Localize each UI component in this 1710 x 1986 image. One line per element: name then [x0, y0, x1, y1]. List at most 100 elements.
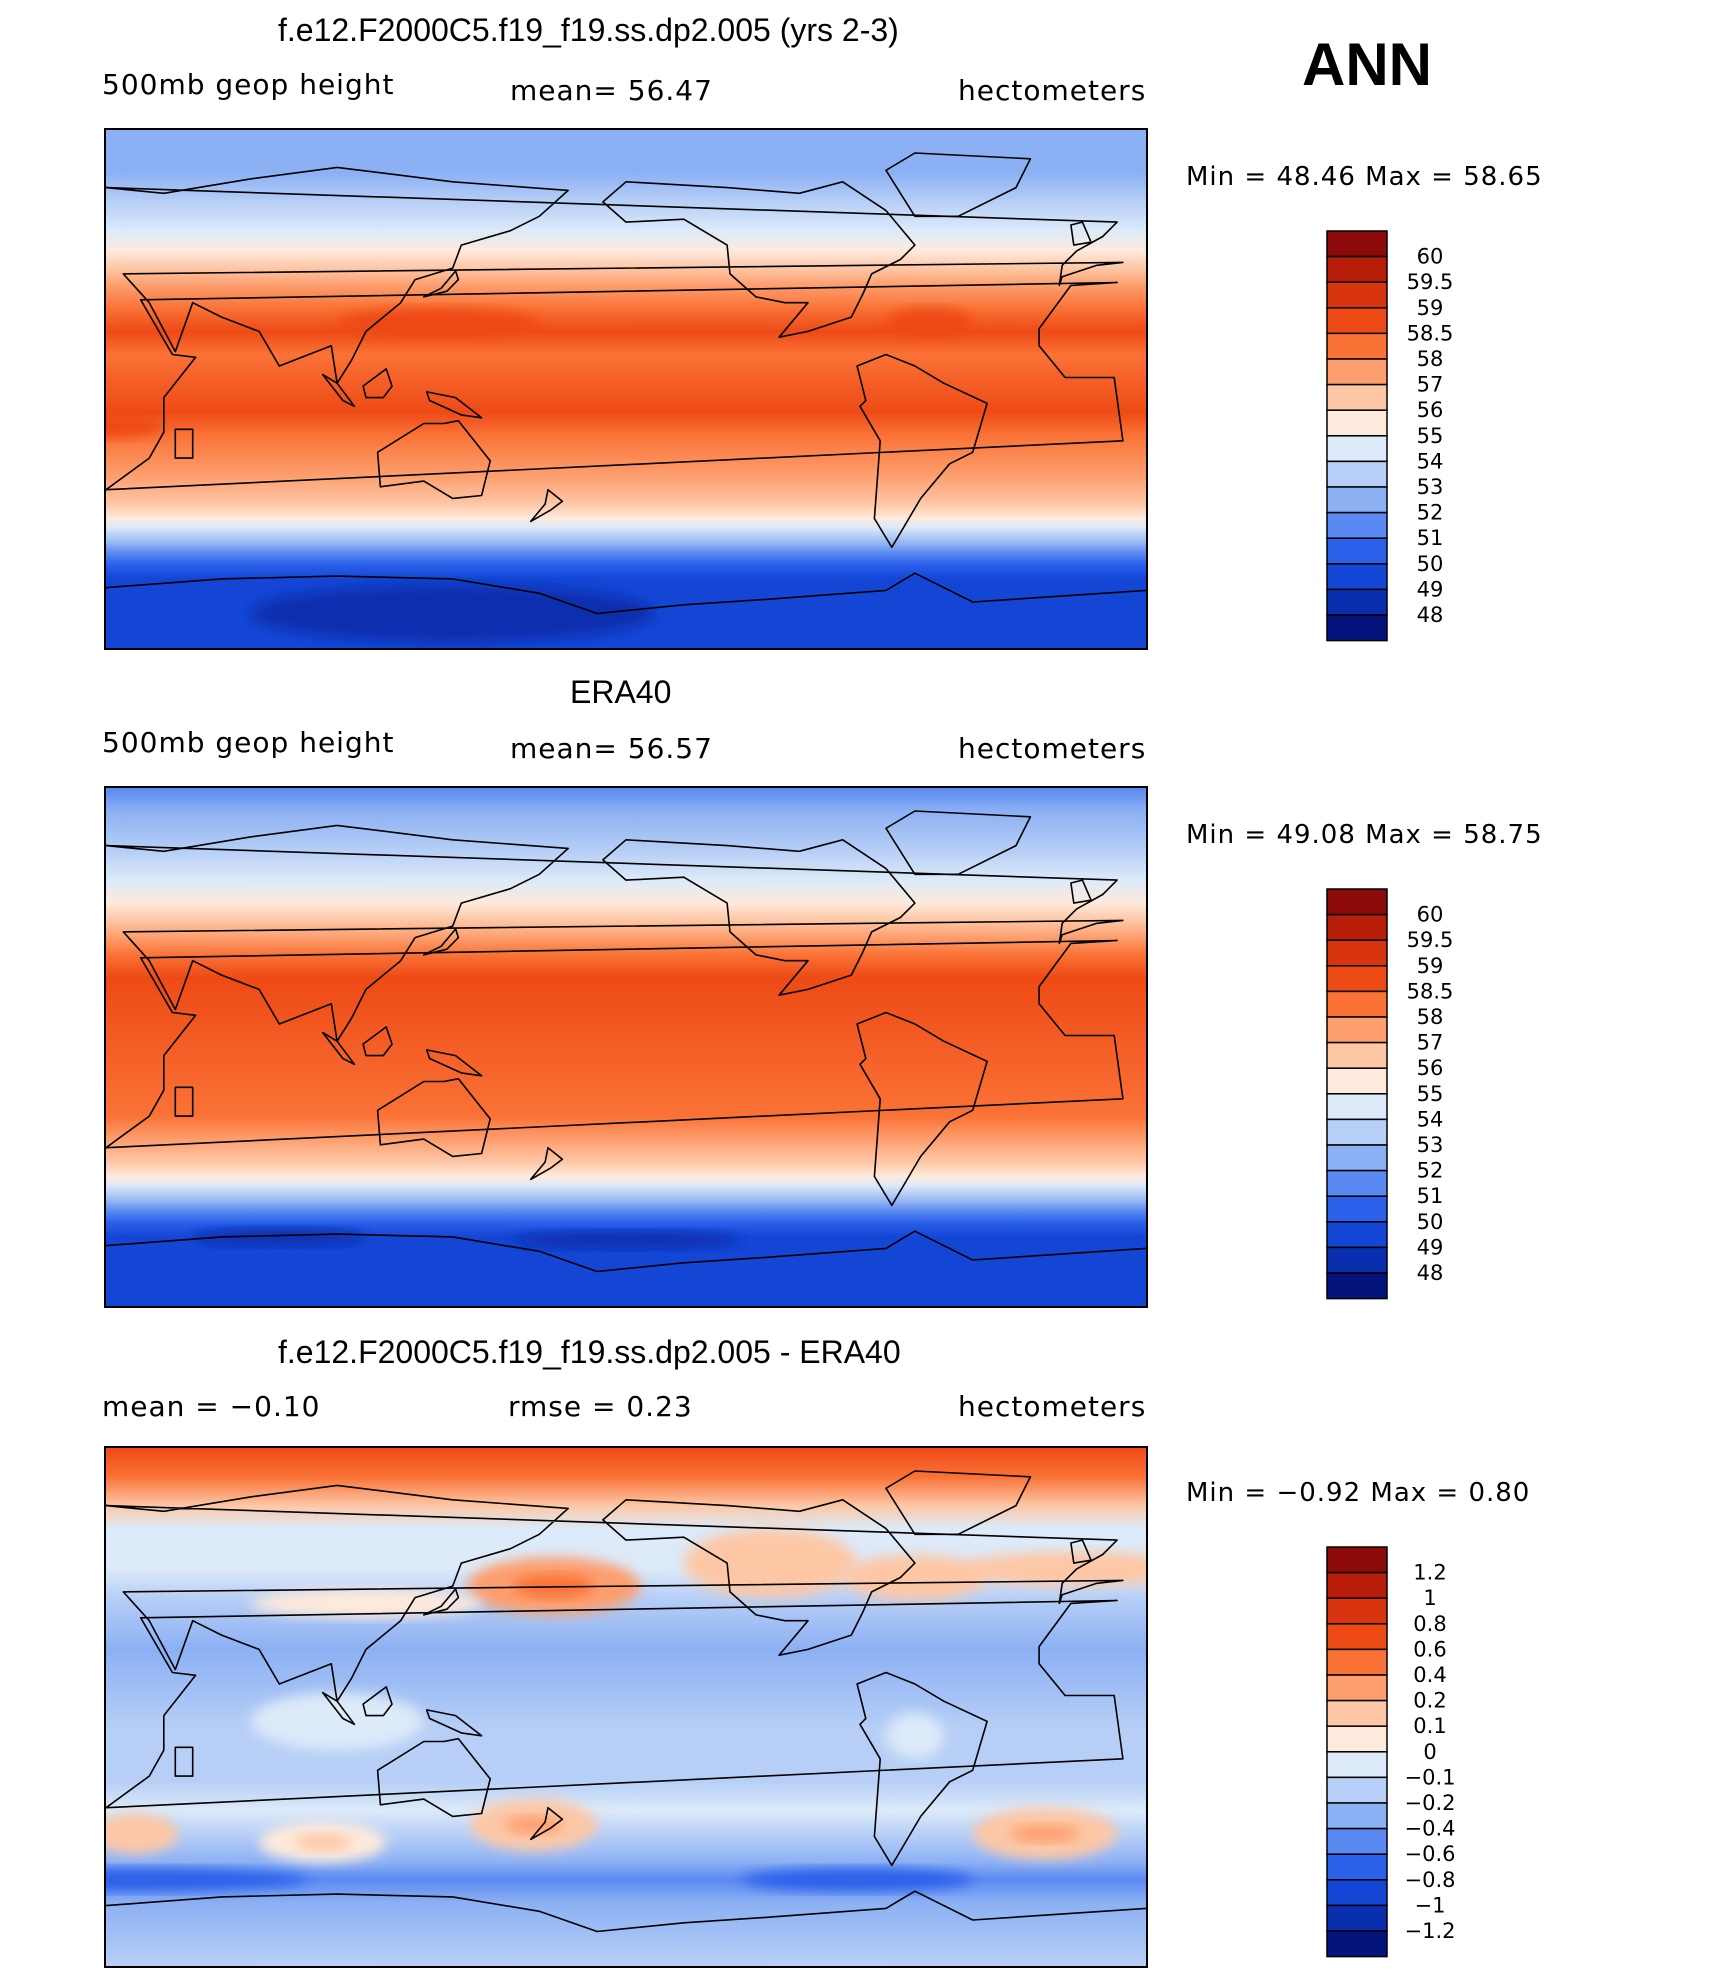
coastline-sumatra	[321, 373, 356, 408]
coastline-greenland	[885, 1470, 1032, 1536]
colorbar-box	[1326, 1093, 1388, 1121]
colorbar-box	[1326, 435, 1388, 463]
colorbar-box	[1326, 409, 1388, 437]
colorbar-tick-label: 55	[1417, 1082, 1444, 1106]
coastline-antarctica	[106, 572, 1146, 615]
colorbar-box	[1326, 537, 1388, 565]
coastline-uk	[1070, 879, 1092, 904]
coastline-new-guinea	[425, 1709, 483, 1737]
field-background	[106, 130, 1146, 648]
colorbar-box	[1326, 281, 1388, 309]
colorbar-tick-label: 58.5	[1407, 321, 1454, 345]
coastline-madagascar	[174, 1086, 194, 1117]
colorbar-tick-label: 1.2	[1413, 1561, 1446, 1585]
coastline-africa	[106, 1599, 1124, 1809]
coastline-borneo	[362, 1686, 393, 1717]
colorbar-tick-label: −0.2	[1405, 1791, 1456, 1815]
field-anomaly-10	[293, 1833, 352, 1851]
field-anomaly-1	[337, 308, 540, 338]
coastline-australia	[376, 1737, 491, 1818]
colorbar-tick-label: 50	[1417, 552, 1444, 576]
colorbar-box	[1326, 230, 1388, 258]
colorbar-box	[1326, 990, 1388, 1018]
field-anomaly-3	[106, 414, 164, 438]
colorbar-box	[1326, 1751, 1388, 1779]
colorbar-box	[1326, 1904, 1388, 1932]
colorbar-box	[1326, 1571, 1388, 1599]
colorbar-box	[1326, 1246, 1388, 1274]
field-anomaly-4	[683, 1528, 858, 1598]
coastline-africa	[106, 939, 1124, 1149]
colorbar-box	[1326, 511, 1388, 539]
colorbar-tick-label: 48	[1417, 1261, 1444, 1285]
coastline-uk	[1070, 1539, 1092, 1564]
field-background	[106, 1448, 1146, 1966]
coastline-japan	[423, 928, 460, 956]
colorbar-box	[1326, 913, 1388, 941]
colorbar-tick-label: 59.5	[1407, 928, 1454, 952]
colorbar-tick-label: 0.4	[1413, 1663, 1446, 1687]
colorbar-tick-label: −0.4	[1405, 1817, 1456, 1841]
colorbar-box	[1326, 1221, 1388, 1249]
colorbar-tick-label: 51	[1417, 1184, 1444, 1208]
colorbar-tick-label: 57	[1417, 373, 1444, 397]
coastline-north-america	[602, 1499, 916, 1656]
coastline-south-america	[856, 1671, 988, 1867]
field-anomaly-3	[250, 1589, 482, 1618]
season-label: ANN	[1302, 31, 1432, 98]
coastline-antarctica	[106, 1890, 1146, 1933]
coastline-africa	[106, 281, 1124, 491]
field-background	[106, 788, 1146, 1306]
colorbar-tick-label: 49	[1417, 1235, 1444, 1259]
colorbar-tick-label: 56	[1417, 398, 1444, 422]
coastline-australia	[376, 1077, 491, 1158]
coastline-greenland	[885, 810, 1032, 876]
map-svg-3	[106, 1448, 1146, 1966]
colorbar-tick-label: 1	[1423, 1586, 1436, 1610]
panel-1-center-label: mean= 56.47	[510, 74, 713, 107]
panel-1-left-label: 500mb geop height	[102, 68, 395, 101]
map-svg-2	[106, 788, 1146, 1306]
field-anomaly-6	[958, 1551, 1146, 1587]
coastline-japan	[423, 270, 460, 298]
colorbar-box	[1326, 358, 1388, 386]
colorbar-box	[1326, 1623, 1388, 1651]
colorbar-tick-label: 58.5	[1407, 979, 1454, 1003]
coastline-europe-asia	[106, 166, 1124, 384]
map-svg-1	[106, 130, 1146, 648]
panel-3-center-label: rmse = 0.23	[508, 1390, 693, 1423]
colorbar-box	[1326, 1648, 1388, 1676]
coastline-south-america	[856, 1011, 988, 1207]
coastline-new-guinea	[425, 391, 483, 419]
colorbar-tick-label: 53	[1417, 1133, 1444, 1157]
coastline-antarctica	[106, 1230, 1146, 1273]
coastline-new-guinea	[425, 1049, 483, 1077]
colorbar-box	[1326, 965, 1388, 993]
colorbar-tick-label: 48	[1417, 603, 1444, 627]
colorbar-box	[1326, 614, 1388, 642]
colorbar-box	[1326, 1699, 1388, 1727]
panel-1-title: f.e12.F2000C5.f19_f19.ss.dp2.005 (yrs 2-…	[278, 12, 899, 48]
colorbar-tick-label: 59.5	[1407, 270, 1454, 294]
coastline-sumatra	[321, 1691, 356, 1726]
field-anomaly-17	[886, 1712, 944, 1759]
colorbar-box	[1326, 1674, 1388, 1702]
coastline-australia	[376, 419, 491, 500]
coastline-new-zealand	[529, 1806, 564, 1841]
field-anomaly-2	[886, 308, 973, 338]
colorbar-box	[1326, 588, 1388, 616]
panel-3-colorbar: 1.2 1 0.8 0.6 0.4 0.2 0.1 0 −0.1 −0.2 −0.4 −0.6 −0.8…	[1326, 1546, 1486, 1960]
field-anomaly-2	[513, 1574, 595, 1598]
coastline-new-zealand	[529, 488, 564, 523]
colorbar-box	[1326, 1272, 1388, 1300]
colorbar-tick-label: 0.2	[1413, 1689, 1446, 1713]
coastline-europe-asia	[106, 1484, 1124, 1702]
colorbar-box	[1326, 1853, 1388, 1881]
colorbar-tick-label: 49	[1417, 577, 1444, 601]
colorbar-tick-label: 0.8	[1413, 1612, 1446, 1636]
colorbar-tick-label: −1	[1415, 1893, 1446, 1917]
panel-1-map	[104, 128, 1148, 650]
colorbar-tick-label: 60	[1417, 245, 1444, 269]
coastline-borneo	[362, 368, 393, 399]
